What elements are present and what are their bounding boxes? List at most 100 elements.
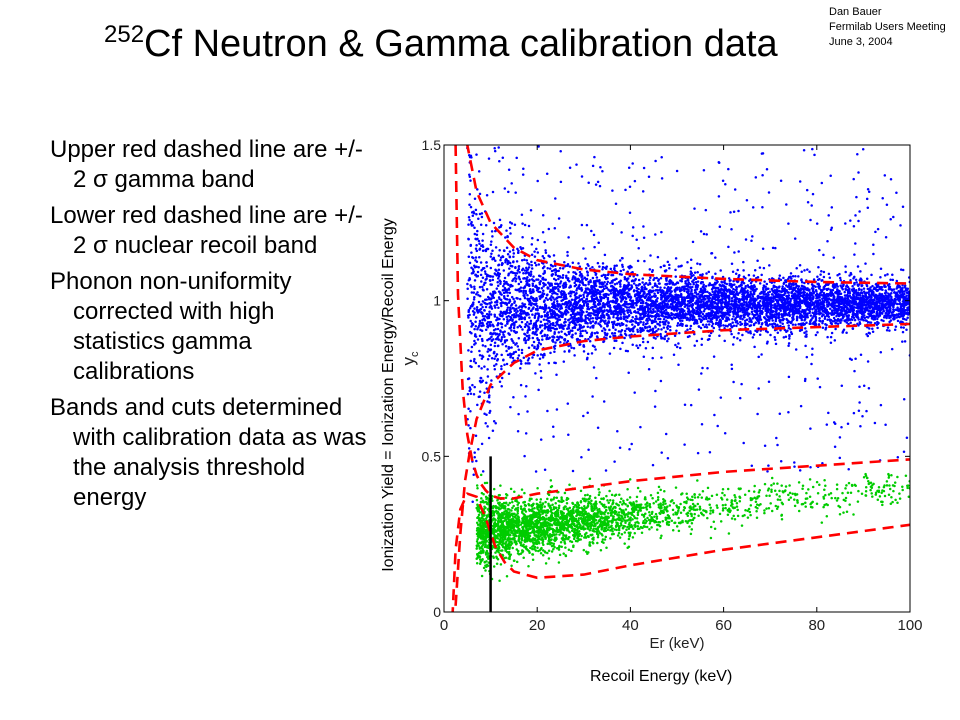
gamma-point	[865, 277, 869, 280]
gamma-point	[644, 346, 648, 350]
gamma-point	[702, 317, 706, 321]
gamma-point	[749, 332, 752, 335]
gamma-point	[748, 312, 751, 316]
gamma-point	[729, 309, 732, 313]
gamma-point	[642, 236, 646, 239]
gamma-point	[756, 320, 760, 323]
gamma-point	[648, 282, 652, 286]
gamma-point	[784, 284, 788, 287]
gamma-point	[592, 233, 596, 237]
gamma-point	[692, 278, 695, 282]
gamma-point	[591, 317, 595, 320]
gamma-point	[871, 327, 874, 330]
gamma-point	[557, 217, 561, 220]
gamma-point	[612, 346, 616, 350]
gamma-point	[485, 287, 489, 291]
gamma-point	[891, 278, 895, 282]
gamma-point	[525, 313, 528, 317]
gamma-point	[689, 324, 693, 328]
gamma-point	[848, 274, 851, 277]
gamma-point	[585, 331, 589, 334]
gamma-point	[601, 262, 605, 265]
gamma-point	[486, 400, 489, 403]
gamma-point	[473, 264, 476, 267]
gamma-point	[699, 311, 703, 314]
gamma-point	[690, 274, 693, 278]
gamma-point	[546, 298, 549, 302]
gamma-point	[530, 260, 533, 264]
gamma-point	[526, 362, 530, 365]
gamma-point	[506, 322, 509, 325]
gamma-point	[830, 331, 834, 335]
gamma-point	[767, 380, 771, 383]
gamma-point	[774, 315, 777, 319]
gamma-point	[546, 311, 549, 314]
gamma-point	[508, 255, 512, 259]
gamma-point	[628, 211, 632, 215]
gamma-point	[791, 316, 794, 319]
gamma-point	[836, 273, 839, 277]
gamma-point	[474, 247, 478, 251]
gamma-point	[838, 456, 842, 460]
gamma-point	[590, 331, 594, 334]
gamma-point	[724, 324, 727, 327]
gamma-point	[799, 404, 803, 408]
gamma-point	[702, 169, 706, 172]
gamma-point	[731, 317, 734, 321]
gamma-point	[479, 223, 483, 226]
gamma-point	[467, 255, 471, 258]
gamma-point	[774, 246, 777, 250]
gamma-point	[724, 288, 727, 292]
gamma-point	[554, 278, 558, 282]
gamma-point	[494, 291, 497, 295]
gamma-point	[683, 301, 686, 305]
gamma-point	[862, 287, 866, 290]
gamma-point	[787, 342, 791, 345]
gamma-point	[899, 224, 902, 227]
gamma-point	[555, 299, 559, 303]
gamma-point	[514, 191, 517, 194]
gamma-point	[467, 424, 470, 427]
gamma-point	[812, 312, 816, 316]
gamma-point	[859, 424, 862, 428]
gamma-point	[707, 323, 711, 326]
gamma-point	[669, 286, 673, 289]
gamma-point	[511, 319, 514, 323]
gamma-point	[560, 299, 563, 302]
gamma-point	[651, 346, 655, 350]
gamma-point	[673, 334, 677, 338]
gamma-point	[636, 273, 639, 277]
gamma-point	[567, 433, 570, 437]
gamma-point	[532, 302, 536, 306]
gamma-point	[486, 350, 489, 353]
gamma-point	[648, 268, 652, 271]
gamma-point	[858, 294, 862, 297]
author-event: Fermilab Users Meeting	[829, 21, 946, 33]
gamma-point	[774, 342, 778, 346]
gamma-point	[714, 272, 717, 275]
gamma-point	[825, 423, 829, 426]
gamma-point	[721, 179, 725, 183]
gamma-point	[876, 326, 879, 330]
gamma-point	[619, 269, 623, 273]
gamma-point	[902, 326, 905, 329]
gamma-point	[557, 331, 561, 334]
gamma-point	[738, 310, 742, 313]
gamma-point	[734, 272, 738, 275]
gamma-point	[618, 289, 622, 292]
gamma-point	[763, 444, 767, 447]
gamma-point	[611, 189, 614, 192]
gamma-point	[641, 190, 645, 193]
gamma-point	[543, 303, 547, 306]
gamma-point	[477, 170, 481, 173]
gamma-point	[509, 405, 512, 409]
gamma-point	[523, 258, 526, 261]
gamma-point	[490, 240, 493, 243]
gamma-point	[487, 396, 491, 399]
gamma-point	[778, 305, 781, 308]
gamma-point	[578, 343, 581, 346]
gamma-point	[775, 312, 778, 316]
gamma-point	[532, 275, 535, 278]
gamma-point	[567, 292, 571, 295]
gamma-point	[603, 253, 607, 257]
